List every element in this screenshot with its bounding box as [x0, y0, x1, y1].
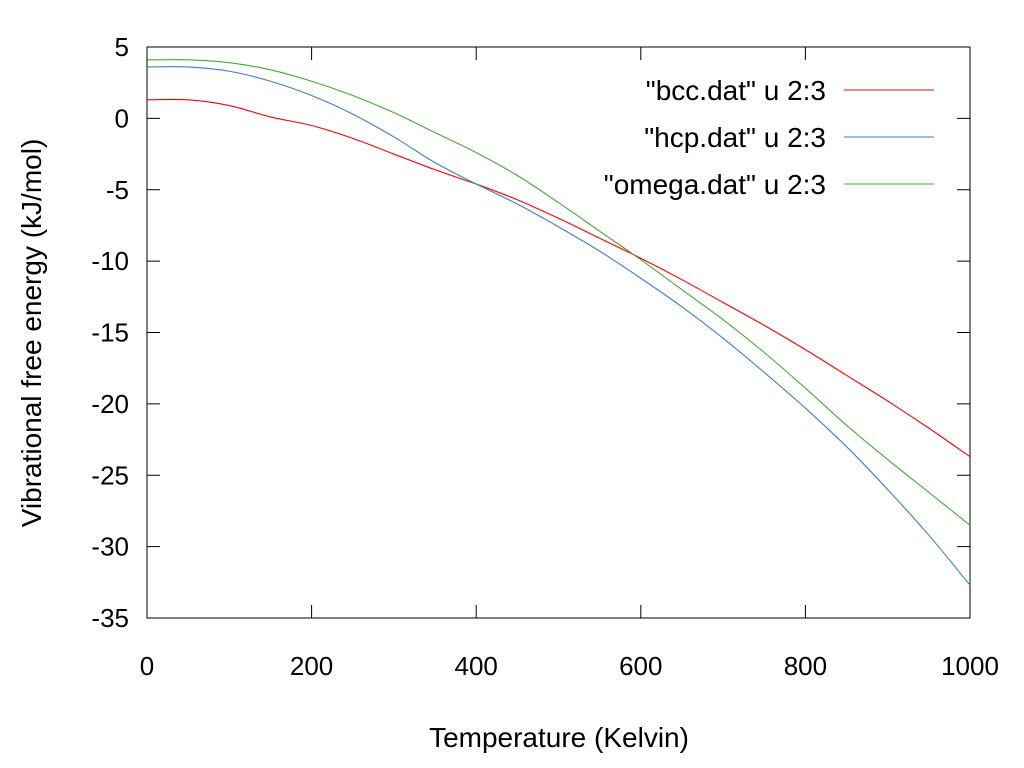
legend-label-1: "hcp.dat" u 2:3	[644, 122, 826, 153]
x-tick-label: 200	[290, 651, 333, 681]
x-tick-label: 0	[140, 651, 154, 681]
y-tick-label: 0	[115, 103, 129, 133]
y-axis-title: Vibrational free energy (kJ/mol)	[16, 139, 47, 528]
series-line-0	[146, 98, 971, 458]
plot-frame	[146, 46, 971, 619]
x-tick-label: 400	[455, 651, 498, 681]
series-line-2	[146, 59, 971, 526]
series-lines	[146, 59, 971, 586]
tick-labels: 0 200 400 600 800 1000 5 0 -5 -10 -15 -20 -25 -30 -35	[91, 32, 999, 681]
legend-label-0: "bcc.dat" u 2:3	[646, 75, 826, 106]
y-tick-label: -35	[91, 603, 129, 633]
y-tick-label: -5	[106, 175, 129, 205]
y-tick-label: -30	[91, 532, 129, 562]
y-tick-label: -15	[91, 318, 129, 348]
x-tick-label: 800	[784, 651, 827, 681]
x-tick-label: 1000	[941, 651, 999, 681]
legend-label-2: "omega.dat" u 2:3	[604, 169, 826, 200]
y-tick-label: -20	[91, 389, 129, 419]
y-tick-label: -10	[91, 246, 129, 276]
series-line-1	[146, 66, 971, 586]
x-tick-label: 600	[619, 651, 662, 681]
plot-area	[146, 46, 971, 619]
y-tick-label: -25	[91, 460, 129, 490]
y-tick-label: 5	[115, 32, 129, 62]
x-axis-title: Temperature (Kelvin)	[429, 722, 689, 753]
legend: "bcc.dat" u 2:3 "hcp.dat" u 2:3 "omega.dat…	[604, 75, 934, 200]
axis-ticks	[146, 46, 971, 619]
